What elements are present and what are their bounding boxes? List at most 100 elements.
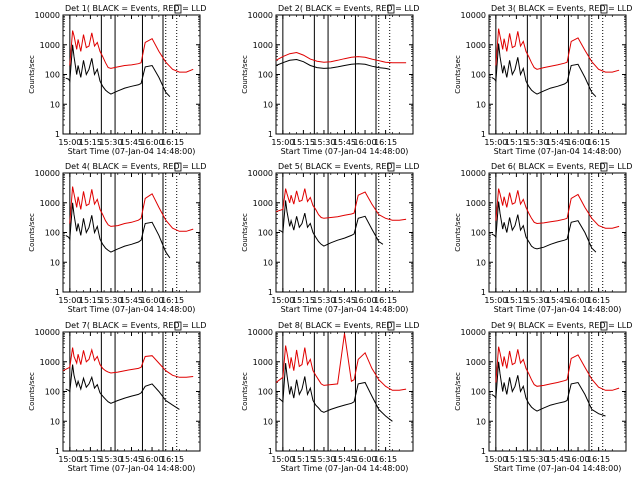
y-tick-label: 1 <box>481 130 486 139</box>
y-axis-label: Counts/sec <box>454 213 462 252</box>
x-tick-label: 15:45 <box>120 455 143 464</box>
series-line-events <box>65 44 171 98</box>
x-tick-label: 16:00 <box>567 138 590 147</box>
x-tick-label: 16:15 <box>161 455 184 464</box>
x-tick-label: 16:15 <box>374 138 397 147</box>
x-tick-label: 15:45 <box>120 296 143 305</box>
legend-box <box>600 321 608 331</box>
y-tick-label: 1000 <box>466 41 486 50</box>
y-tick-label: 10 <box>476 417 486 426</box>
series-line-events <box>491 361 606 417</box>
x-axis-label: Start Time (07-Jan-04 14:48:00) <box>494 147 622 156</box>
x-tick-label: 15:15 <box>79 296 102 305</box>
x-tick-label: 16:15 <box>374 296 397 305</box>
chart-panel-2: Det 2( BLACK = Events, RED = LLD 1 10 100 10… <box>241 4 419 156</box>
x-tick-label: 15:15 <box>292 296 315 305</box>
legend-box <box>387 321 395 331</box>
y-tick-label: 10000 <box>461 169 486 178</box>
x-tick-label: 15:00 <box>271 296 294 305</box>
x-tick-label: 16:00 <box>141 296 164 305</box>
x-tick-label: 16:00 <box>567 455 590 464</box>
y-tick-label: 1000 <box>253 199 273 208</box>
x-tick-label: 15:15 <box>79 138 102 147</box>
y-tick-label: 1000 <box>466 199 486 208</box>
y-tick-label: 1 <box>481 288 486 297</box>
x-tick-label: 16:15 <box>587 455 610 464</box>
x-tick-label: 15:15 <box>505 296 528 305</box>
x-tick-label: 15:00 <box>271 138 294 147</box>
x-tick-label: 15:00 <box>484 138 507 147</box>
y-tick-label: 10000 <box>248 328 273 337</box>
series-line-lld <box>275 333 407 391</box>
chart-panel-6: Det 6( BLACK = Events, RED = LLD 1 10 100 10… <box>454 162 632 314</box>
y-tick-label: 100 <box>45 388 60 397</box>
x-axis-label: Start Time (07-Jan-04 14:48:00) <box>494 305 622 314</box>
series-line-lld <box>69 30 194 73</box>
x-tick-label: 16:15 <box>587 138 610 147</box>
x-tick-label: 16:00 <box>141 455 164 464</box>
y-tick-label: 1000 <box>466 358 486 367</box>
series-line-lld <box>495 346 620 391</box>
x-tick-label: 16:00 <box>141 138 164 147</box>
x-tick-label: 15:00 <box>484 296 507 305</box>
series-line-lld <box>275 51 407 64</box>
x-tick-label: 15:15 <box>505 138 528 147</box>
x-tick-label: 15:00 <box>271 455 294 464</box>
y-tick-label: 1 <box>268 130 273 139</box>
x-tick-label: 16:00 <box>354 296 377 305</box>
plot-frame <box>488 331 627 452</box>
series-line-lld <box>275 188 407 221</box>
y-tick-label: 10 <box>263 258 273 267</box>
y-tick-label: 100 <box>471 388 486 397</box>
x-tick-label: 15:30 <box>99 455 122 464</box>
x-tick-label: 16:15 <box>161 296 184 305</box>
x-tick-label: 15:00 <box>58 138 81 147</box>
x-tick-label: 15:00 <box>58 455 81 464</box>
series-line-events <box>278 200 384 247</box>
legend-box <box>174 321 182 331</box>
y-tick-label: 10 <box>263 100 273 109</box>
chart-title: Det 7( BLACK = Events, RED = LLD <box>65 321 206 330</box>
series-line-events <box>491 201 597 253</box>
x-tick-label: 15:30 <box>99 138 122 147</box>
chart-panel-1: Det 1( BLACK = Events, RED = LLD 1 10 100 10… <box>28 4 206 156</box>
y-tick-label: 1000 <box>40 41 60 50</box>
series-line-lld <box>69 186 194 232</box>
chart-panel-9: Det 9( BLACK = Events, RED = LLD 1 10 100 10… <box>454 321 632 473</box>
x-tick-label: 16:00 <box>354 138 377 147</box>
y-axis-label: Counts/sec <box>241 55 249 94</box>
y-tick-label: 10000 <box>461 328 486 337</box>
y-tick-label: 100 <box>258 388 273 397</box>
y-tick-label: 1000 <box>40 199 60 208</box>
y-tick-label: 10000 <box>461 11 486 20</box>
legend-box <box>174 4 182 14</box>
x-tick-label: 16:00 <box>567 296 590 305</box>
series-line-events <box>491 43 597 98</box>
chart-title: Det 1( BLACK = Events, RED = LLD <box>65 4 206 13</box>
y-tick-label: 10000 <box>248 11 273 20</box>
y-tick-label: 1000 <box>253 358 273 367</box>
x-axis-label: Start Time (07-Jan-04 14:48:00) <box>281 464 409 473</box>
legend-box <box>387 4 395 14</box>
chart-title: Det 4( BLACK = Events, RED = LLD <box>65 162 206 171</box>
x-tick-label: 16:15 <box>161 138 184 147</box>
y-tick-label: 1 <box>268 288 273 297</box>
series-line-events <box>278 363 393 422</box>
legend-box <box>600 4 608 14</box>
y-tick-label: 1000 <box>253 41 273 50</box>
plot-frame <box>275 14 414 135</box>
x-tick-label: 15:15 <box>292 138 315 147</box>
chart-title: Det 3( BLACK = Events, RED = LLD <box>491 4 632 13</box>
chart-panel-4: Det 4( BLACK = Events, RED = LLD 1 10 100 10… <box>28 162 206 314</box>
y-axis-label: Counts/sec <box>28 55 36 94</box>
plot-frame <box>62 172 201 293</box>
y-tick-label: 10 <box>263 417 273 426</box>
plot-frame <box>488 14 627 135</box>
x-tick-label: 15:30 <box>312 455 335 464</box>
y-tick-label: 10 <box>50 100 60 109</box>
y-tick-label: 100 <box>471 229 486 238</box>
y-tick-label: 1 <box>55 447 60 456</box>
y-axis-label: Counts/sec <box>241 372 249 411</box>
y-tick-label: 10000 <box>35 11 60 20</box>
